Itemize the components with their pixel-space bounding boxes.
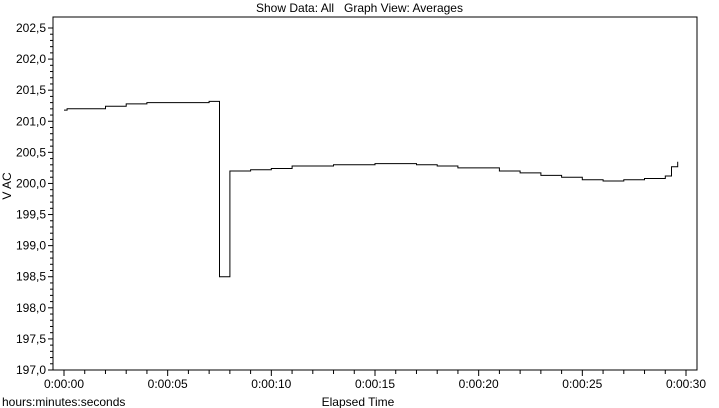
x-tick-label: 0:00:15 bbox=[355, 377, 395, 391]
x-tick-label: 0:00:05 bbox=[148, 377, 188, 391]
y-tick-label: 200,0 bbox=[16, 176, 46, 190]
x-axis-label: Elapsed Time bbox=[322, 395, 395, 408]
x-tick-label: 0:00:20 bbox=[459, 377, 499, 391]
y-tick-label: 202,5 bbox=[16, 21, 46, 35]
x-axis-unit-label: hours:minutes:seconds bbox=[2, 395, 125, 408]
y-tick-label: 200,5 bbox=[16, 145, 46, 159]
y-tick-label: 197,0 bbox=[16, 363, 46, 377]
y-tick-label: 199,5 bbox=[16, 208, 46, 222]
x-axis-ticks: 0:00:00 0:00:05 0:00:10 0:00:15 0:00:20 0:00:… bbox=[44, 370, 706, 391]
x-tick-label: 0:00:10 bbox=[251, 377, 291, 391]
plot-area bbox=[52, 16, 698, 371]
x-tick-label: 0:00:25 bbox=[562, 377, 602, 391]
y-tick-label: 199,0 bbox=[16, 239, 46, 253]
y-axis-ticks: 197,0 197,5 198,0 198,5 199,0 199,5 200,0 200,5… bbox=[16, 21, 53, 377]
y-tick-label: 201,0 bbox=[16, 114, 46, 128]
y-axis-label: V AC bbox=[0, 172, 14, 200]
y-tick-label: 202,0 bbox=[16, 52, 46, 66]
y-tick-label: 201,5 bbox=[16, 83, 46, 97]
x-tick-label: 0:00:00 bbox=[44, 377, 84, 391]
y-tick-label: 198,5 bbox=[16, 270, 46, 284]
x-tick-label: 0:00:30 bbox=[666, 377, 706, 391]
y-tick-label: 198,0 bbox=[16, 301, 46, 315]
graph-view-label: Graph View: Averages bbox=[344, 1, 463, 15]
show-data-label: Show Data: All bbox=[256, 1, 334, 15]
series-line bbox=[64, 100, 679, 278]
y-tick-label: 197,5 bbox=[16, 332, 46, 346]
